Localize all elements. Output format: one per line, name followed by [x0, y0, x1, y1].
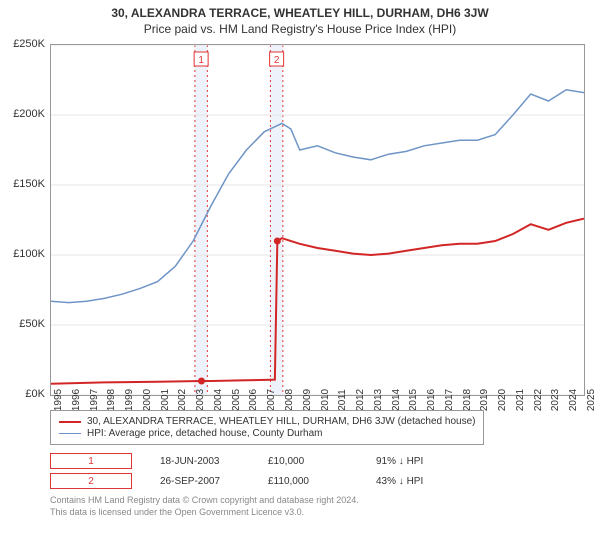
footer-line-1: Contains HM Land Registry data © Crown c… — [50, 495, 585, 507]
legend-swatch — [59, 421, 81, 423]
legend-swatch — [59, 433, 81, 434]
title-line-2: Price paid vs. HM Land Registry's House … — [8, 22, 592, 36]
chart-svg: 12 — [51, 45, 584, 395]
below-chart: 30, ALEXANDRA TERRACE, WHEATLEY HILL, DU… — [50, 404, 585, 518]
y-tick-label: £250K — [13, 38, 45, 50]
y-tick-label: £200K — [13, 108, 45, 120]
chart-area: 12 — [50, 44, 585, 396]
sales-table: 1 18-JUN-2003 £10,000 91% ↓ HPI 2 26-SEP… — [50, 453, 585, 489]
legend: 30, ALEXANDRA TERRACE, WHEATLEY HILL, DU… — [50, 410, 484, 445]
sale-price: £110,000 — [268, 476, 348, 487]
legend-label: HPI: Average price, detached house, Coun… — [87, 428, 323, 439]
titles: 30, ALEXANDRA TERRACE, WHEATLEY HILL, DU… — [0, 0, 600, 36]
legend-label: 30, ALEXANDRA TERRACE, WHEATLEY HILL, DU… — [87, 416, 475, 427]
legend-row: 30, ALEXANDRA TERRACE, WHEATLEY HILL, DU… — [59, 416, 475, 427]
y-tick-label: £100K — [13, 248, 45, 260]
svg-text:2: 2 — [274, 55, 280, 66]
footer-line-2: This data is licensed under the Open Gov… — [50, 507, 585, 519]
y-tick-label: £0K — [25, 388, 45, 400]
figure: 30, ALEXANDRA TERRACE, WHEATLEY HILL, DU… — [0, 0, 600, 560]
svg-text:1: 1 — [198, 55, 204, 66]
sale-diff: 43% ↓ HPI — [376, 476, 456, 487]
sale-diff: 91% ↓ HPI — [376, 456, 456, 467]
sales-row: 2 26-SEP-2007 £110,000 43% ↓ HPI — [50, 473, 585, 489]
sale-marker-icon: 2 — [50, 473, 132, 489]
sale-marker-icon: 1 — [50, 453, 132, 469]
sales-row: 1 18-JUN-2003 £10,000 91% ↓ HPI — [50, 453, 585, 469]
x-tick-label: 2025 — [586, 389, 597, 411]
sale-date: 26-SEP-2007 — [160, 476, 240, 487]
sale-date: 18-JUN-2003 — [160, 456, 240, 467]
footer: Contains HM Land Registry data © Crown c… — [50, 495, 585, 518]
legend-row: HPI: Average price, detached house, Coun… — [59, 428, 475, 439]
title-line-1: 30, ALEXANDRA TERRACE, WHEATLEY HILL, DU… — [8, 6, 592, 20]
y-tick-label: £50K — [19, 318, 45, 330]
y-tick-label: £150K — [13, 178, 45, 190]
sale-price: £10,000 — [268, 456, 348, 467]
